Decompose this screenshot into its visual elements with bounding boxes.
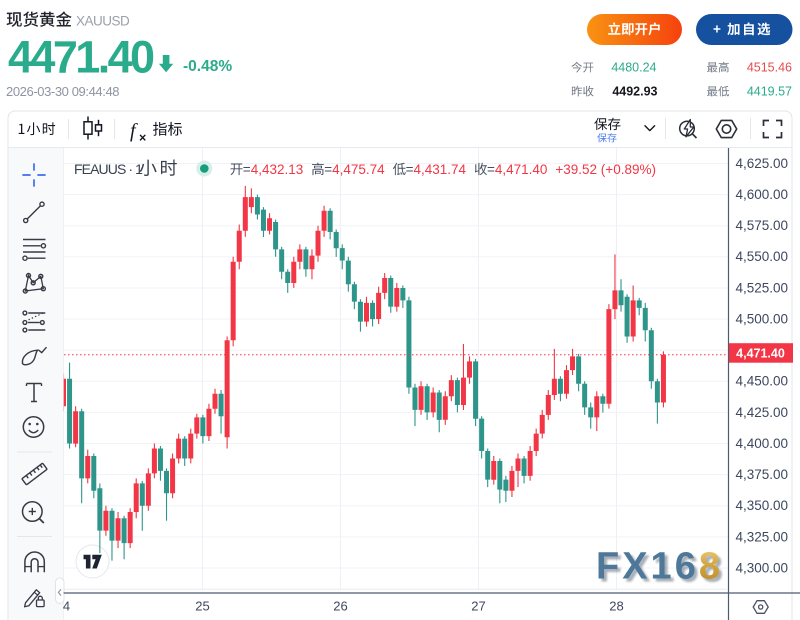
svg-text:4,300.00: 4,300.00 [736, 560, 789, 575]
svg-text:4,600.00: 4,600.00 [736, 187, 789, 202]
svg-text:25: 25 [195, 599, 209, 614]
svg-text:27: 27 [471, 599, 485, 614]
svg-text:28: 28 [609, 599, 623, 614]
svg-text:4,525.00: 4,525.00 [736, 280, 789, 295]
svg-text:f: f [130, 120, 138, 142]
svg-text:4,431.74: 4,431.74 [414, 162, 467, 177]
svg-text:4,575.00: 4,575.00 [736, 218, 789, 233]
svg-text:=: = [406, 162, 414, 177]
svg-text:4471.40: 4471.40 [8, 32, 154, 83]
svg-text:4: 4 [63, 599, 70, 614]
svg-text:XAUUSD: XAUUSD [76, 14, 130, 29]
svg-text:4,471.40: 4,471.40 [495, 162, 548, 177]
svg-text:FEAUUS · 1: FEAUUS · 1 [74, 161, 143, 177]
svg-text:FX168: FX168 [599, 549, 726, 591]
svg-text:4,471.40: 4,471.40 [736, 347, 785, 361]
svg-text:4419.57: 4419.57 [747, 85, 792, 99]
svg-text:4,500.00: 4,500.00 [736, 312, 789, 327]
svg-text:4480.24: 4480.24 [611, 61, 656, 75]
svg-text:4492.93: 4492.93 [612, 85, 657, 99]
svg-text:4,625.00: 4,625.00 [736, 156, 789, 171]
svg-text:4,325.00: 4,325.00 [736, 529, 789, 544]
svg-text:+39.52 (+0.89%): +39.52 (+0.89%) [555, 162, 656, 177]
svg-text:4,432.13: 4,432.13 [251, 162, 304, 177]
svg-text:4,550.00: 4,550.00 [736, 249, 789, 264]
svg-text:=: = [324, 162, 332, 177]
svg-text:4,400.00: 4,400.00 [736, 436, 789, 451]
svg-text:2026-03-30 09:44:48: 2026-03-30 09:44:48 [6, 84, 119, 99]
svg-text:×: × [139, 131, 146, 145]
svg-text:4,375.00: 4,375.00 [736, 467, 789, 482]
svg-text:4,475.74: 4,475.74 [332, 162, 385, 177]
svg-text:4,425.00: 4,425.00 [736, 405, 789, 420]
svg-text:4,350.00: 4,350.00 [736, 498, 789, 513]
svg-text:26: 26 [333, 599, 347, 614]
svg-text:4,450.00: 4,450.00 [736, 374, 789, 389]
svg-text:-0.48%: -0.48% [183, 58, 232, 75]
svg-text:=: = [487, 162, 495, 177]
svg-text:4515.46: 4515.46 [747, 61, 792, 75]
svg-text:FX168: FX168 [596, 546, 723, 588]
svg-text:=: = [243, 162, 251, 177]
